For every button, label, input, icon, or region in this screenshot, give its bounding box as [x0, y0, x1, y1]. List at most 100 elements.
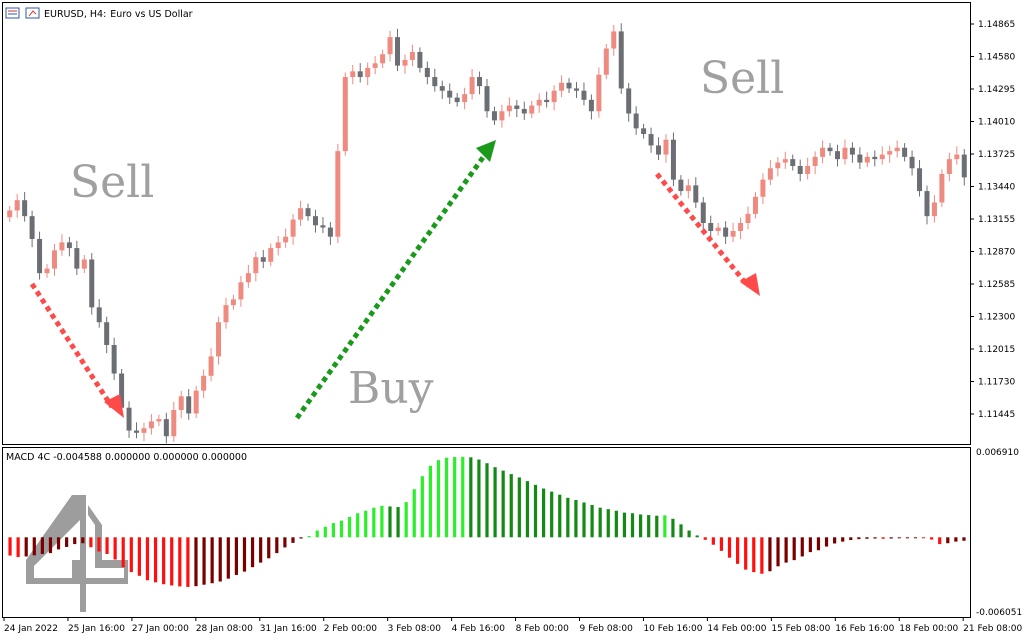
- price-tick-label: 1.13725: [978, 150, 1015, 160]
- macd-bar: [550, 491, 554, 538]
- price-tick-label: 1.11445: [978, 410, 1015, 420]
- candle-body: [104, 322, 110, 346]
- price-tick-label: 1.14295: [978, 85, 1015, 95]
- candle-body: [51, 250, 57, 269]
- candle-body: [439, 86, 445, 91]
- candle-body: [626, 88, 632, 114]
- macd-bar: [930, 537, 934, 540]
- candle-body: [782, 159, 788, 163]
- candle-body: [186, 396, 192, 414]
- macd-bar: [40, 537, 44, 554]
- macd-bar: [921, 537, 926, 539]
- candle-body: [260, 257, 266, 262]
- candle-body: [506, 105, 512, 112]
- macd-bar: [162, 537, 166, 585]
- candle-body: [842, 147, 848, 160]
- macd-bar: [226, 537, 230, 579]
- candle-body: [342, 77, 348, 152]
- time-tick-label: 15 Feb 08:00: [771, 624, 830, 634]
- candle-body: [432, 77, 438, 87]
- candle-body: [834, 151, 840, 160]
- macd-bar: [517, 477, 521, 538]
- time-tick-label: 8 Feb 00:00: [516, 624, 570, 634]
- time-tick-label: 9 Feb 08:00: [580, 624, 634, 634]
- macd-bar: [905, 537, 909, 539]
- macd-bar: [73, 537, 77, 545]
- macd-bar: [202, 537, 206, 585]
- time-tick-label: 10 Feb 16:00: [643, 624, 702, 634]
- candle-body: [775, 162, 781, 169]
- watermark-logo-icon: [26, 495, 128, 612]
- candle-body: [395, 37, 401, 66]
- candle-body: [596, 74, 602, 112]
- candle-body: [954, 154, 960, 160]
- candle-body: [380, 54, 386, 64]
- macd-bar: [663, 515, 667, 538]
- buy-arrow: [294, 140, 496, 420]
- macd-bar: [533, 484, 538, 538]
- candle-body: [350, 71, 356, 78]
- candle-body: [745, 213, 751, 223]
- price-panel: [2, 2, 971, 445]
- candle-body: [693, 185, 699, 203]
- candle-body: [924, 191, 930, 217]
- candle-body: [37, 238, 43, 274]
- price-tick-label: 1.14580: [978, 53, 1015, 63]
- macd-bar: [857, 537, 861, 540]
- candle-body: [230, 299, 236, 306]
- candle-body: [298, 208, 304, 220]
- candle-body: [193, 390, 199, 414]
- candle-body: [201, 375, 207, 391]
- candle-body: [134, 430, 140, 433]
- candle-body: [611, 31, 617, 49]
- candle-body: [59, 242, 65, 251]
- macd-bar: [590, 504, 594, 538]
- macd-bar: [323, 526, 327, 538]
- macd-bar: [897, 537, 901, 539]
- macd-bar: [113, 537, 117, 560]
- candle-body: [454, 97, 460, 103]
- macd-bar: [347, 516, 352, 538]
- macd-bar: [380, 505, 384, 538]
- candle-body: [656, 145, 662, 155]
- macd-bar: [291, 537, 295, 543]
- macd-bar: [32, 537, 36, 556]
- symbol-label: EURUSD, H4:: [44, 9, 106, 20]
- macd-bar: [638, 514, 643, 538]
- candle-body: [253, 257, 259, 274]
- price-tick-label: 1.14865: [978, 20, 1015, 30]
- sell-label-left: Sell: [70, 157, 154, 208]
- candle-body: [909, 156, 915, 169]
- sell-label-right: Sell: [700, 53, 784, 104]
- macd-axis: 0.006910 -0.006051: [976, 448, 1022, 618]
- macd-bar: [655, 515, 659, 538]
- macd-bar: [679, 524, 683, 538]
- candle-body: [141, 428, 147, 433]
- macd-bar: [275, 537, 279, 554]
- candle-body: [514, 105, 520, 109]
- candle-body: [357, 71, 363, 78]
- price-tick-label: 1.11730: [978, 378, 1015, 388]
- macd-bar: [752, 537, 756, 573]
- time-tick-label: 31 Jan 16:00: [260, 624, 317, 634]
- macd-bar: [541, 488, 546, 538]
- candle-body: [827, 147, 833, 152]
- candle-body: [685, 185, 691, 192]
- candle-body: [491, 111, 497, 121]
- macd-bar: [453, 457, 457, 538]
- candle-body: [320, 225, 326, 228]
- candle-body: [290, 219, 296, 237]
- macd-tick-label: -0.006051: [976, 608, 1022, 618]
- price-tick-label: 1.13440: [978, 183, 1015, 193]
- candle-body: [902, 147, 908, 157]
- macd-bar: [865, 537, 869, 539]
- macd-bar: [234, 537, 238, 575]
- macd-title: MACD 4C -0.004588 0.000000 0.000000 0.00…: [6, 452, 247, 463]
- candle-body: [857, 154, 863, 163]
- macd-bar: [372, 507, 376, 538]
- candle-body: [156, 419, 162, 422]
- candle-body: [648, 134, 654, 146]
- macd-bar: [792, 537, 796, 561]
- macd-bar: [711, 537, 715, 545]
- macd-bar: [598, 507, 602, 538]
